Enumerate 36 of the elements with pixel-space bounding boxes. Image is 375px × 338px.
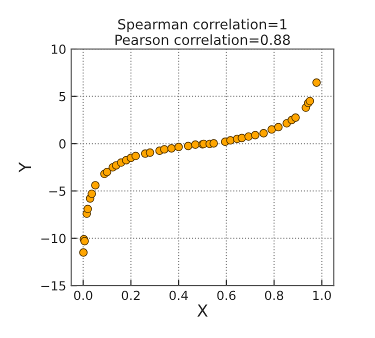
point [267, 125, 276, 134]
x-tick-label: 0.8 [264, 290, 284, 300]
chart-title: Spearman correlation=1 Pearson correlation=0.88 [116, 18, 290, 46]
x-tick-label: 0.6 [217, 290, 236, 300]
point [167, 144, 176, 153]
x-axis-title: X [197, 304, 208, 317]
point [226, 136, 235, 145]
point [83, 204, 92, 214]
point [238, 134, 246, 142]
point [102, 168, 112, 176]
point [184, 142, 192, 150]
point [209, 139, 218, 148]
y-tick-label: −5 [49, 186, 66, 196]
point [312, 78, 321, 87]
point [91, 181, 100, 190]
x-tick-label: 0.4 [170, 290, 188, 300]
y-tick-label: 0 [59, 139, 66, 149]
point [191, 140, 200, 149]
point [174, 142, 183, 152]
point [291, 113, 300, 122]
point [259, 129, 268, 138]
point [274, 122, 283, 132]
x-tick-label: 0.0 [74, 290, 92, 300]
point [131, 152, 140, 160]
point [251, 130, 260, 140]
y-tick-label: −15 [41, 281, 66, 291]
y-tick-label: −10 [41, 234, 66, 244]
y-tick-label: 5 [59, 92, 66, 102]
point [160, 145, 169, 154]
point [79, 248, 88, 257]
y-tick-label: 10 [52, 44, 66, 54]
y-axis-title: Y [18, 162, 31, 172]
point [88, 190, 96, 198]
point [146, 148, 154, 157]
x-tick-label: 0.2 [122, 290, 140, 300]
x-tick-label: 1.0 [313, 290, 331, 300]
